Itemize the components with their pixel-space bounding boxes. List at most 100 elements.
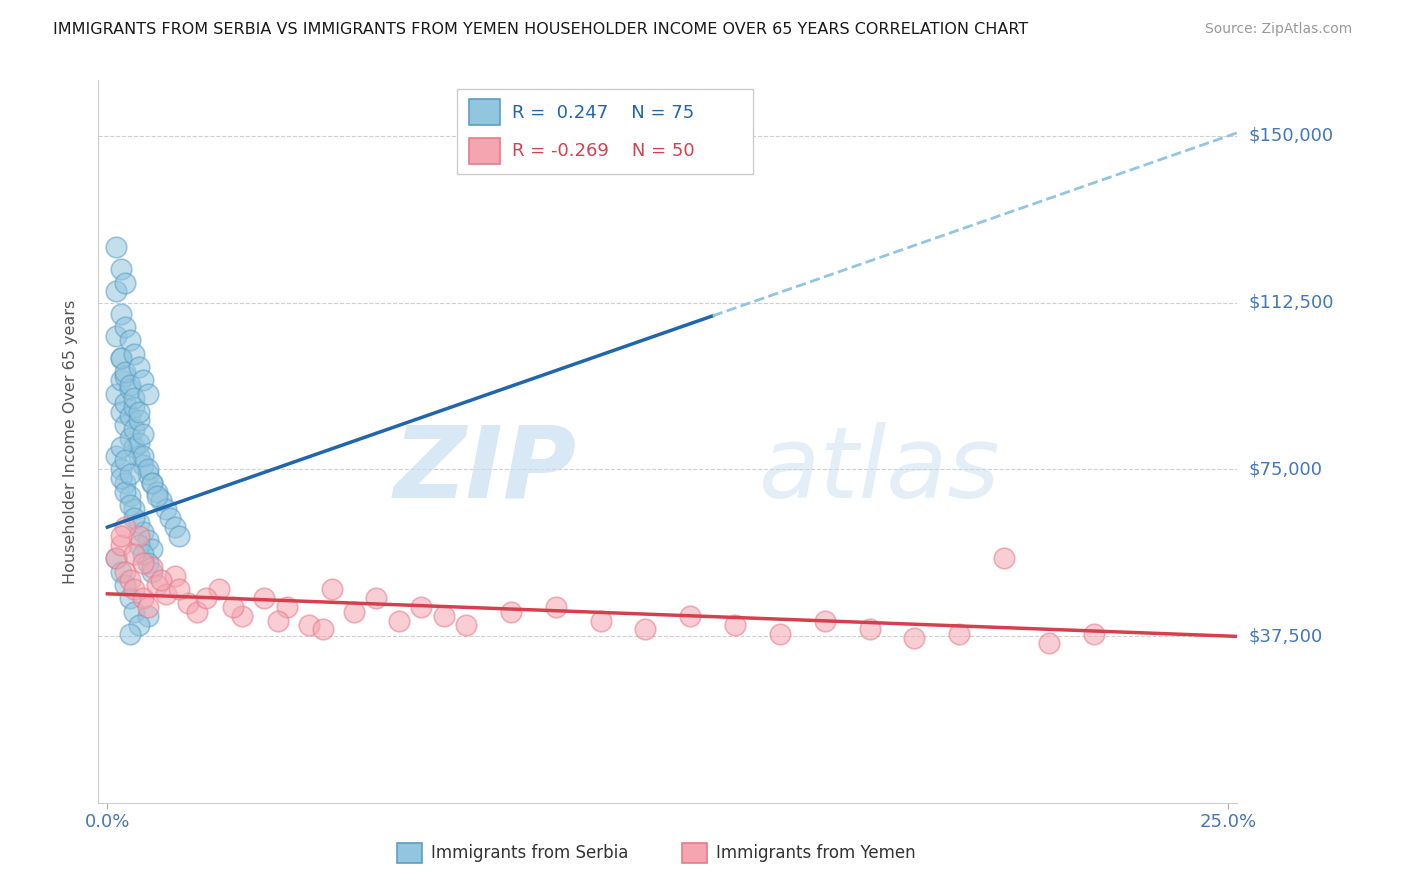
Point — [110, 538, 132, 552]
Point — [433, 609, 456, 624]
Point — [124, 511, 146, 525]
Point — [343, 605, 366, 619]
Point — [948, 627, 970, 641]
Point — [110, 262, 132, 277]
Point — [769, 627, 792, 641]
Point — [118, 489, 141, 503]
Point — [195, 591, 218, 606]
Point — [208, 582, 231, 597]
Point — [114, 364, 136, 378]
Point — [311, 623, 333, 637]
Point — [859, 623, 882, 637]
Point — [136, 600, 159, 615]
Point — [118, 431, 141, 445]
Point — [110, 404, 132, 418]
Point — [105, 386, 128, 401]
Point — [231, 609, 253, 624]
Point — [118, 498, 141, 512]
Point — [128, 449, 150, 463]
Point — [118, 591, 141, 606]
Point — [814, 614, 837, 628]
Point — [128, 529, 150, 543]
Point — [110, 471, 132, 485]
Point — [150, 574, 173, 588]
Y-axis label: Householder Income Over 65 years: Householder Income Over 65 years — [63, 300, 77, 583]
Point — [114, 453, 136, 467]
Point — [145, 578, 167, 592]
Point — [141, 475, 163, 490]
Point — [110, 351, 132, 366]
Point — [128, 435, 150, 450]
Text: Source: ZipAtlas.com: Source: ZipAtlas.com — [1205, 22, 1353, 37]
Point — [114, 578, 136, 592]
Point — [141, 565, 163, 579]
Point — [724, 618, 747, 632]
Point — [155, 587, 177, 601]
Point — [388, 614, 411, 628]
Point — [544, 600, 567, 615]
Point — [124, 391, 146, 405]
Point — [114, 320, 136, 334]
Point — [159, 511, 181, 525]
Point — [118, 467, 141, 481]
Point — [124, 605, 146, 619]
Point — [136, 556, 159, 570]
Point — [253, 591, 276, 606]
Point — [114, 417, 136, 432]
Point — [155, 502, 177, 516]
Point — [167, 582, 190, 597]
Point — [118, 409, 141, 423]
Point — [411, 600, 433, 615]
Point — [167, 529, 190, 543]
Point — [118, 574, 141, 588]
Point — [128, 413, 150, 427]
Point — [993, 551, 1015, 566]
Point — [110, 351, 132, 366]
Point — [124, 502, 146, 516]
Text: R =  0.247    N = 75: R = 0.247 N = 75 — [512, 103, 695, 122]
Point — [110, 462, 132, 476]
Point — [114, 395, 136, 409]
Point — [132, 547, 155, 561]
Point — [124, 440, 146, 454]
Point — [105, 329, 128, 343]
Point — [114, 276, 136, 290]
Point — [136, 533, 159, 548]
Point — [128, 538, 150, 552]
Point — [118, 334, 141, 348]
Point — [366, 591, 388, 606]
Point — [124, 422, 146, 436]
Point — [177, 596, 200, 610]
Text: $37,500: $37,500 — [1249, 627, 1323, 645]
Point — [679, 609, 702, 624]
Point — [105, 240, 128, 254]
Point — [124, 347, 146, 361]
Point — [128, 360, 150, 375]
Point — [105, 449, 128, 463]
Point — [634, 623, 657, 637]
Bar — [468, 138, 501, 164]
Point — [141, 542, 163, 557]
Point — [110, 307, 132, 321]
Point — [128, 618, 150, 632]
Point — [110, 565, 132, 579]
Bar — [682, 843, 707, 863]
Point — [110, 373, 132, 387]
Point — [136, 609, 159, 624]
Point — [132, 449, 155, 463]
Point — [132, 458, 155, 472]
Text: R = -0.269    N = 50: R = -0.269 N = 50 — [512, 142, 695, 160]
Point — [454, 618, 477, 632]
Point — [118, 377, 141, 392]
Point — [105, 551, 128, 566]
Text: atlas: atlas — [759, 422, 1001, 519]
Point — [114, 520, 136, 534]
Point — [903, 632, 925, 646]
Point — [114, 565, 136, 579]
Point — [132, 591, 155, 606]
Point — [136, 386, 159, 401]
FancyBboxPatch shape — [457, 89, 754, 174]
Point — [145, 489, 167, 503]
Point — [141, 560, 163, 574]
Bar — [468, 99, 501, 125]
